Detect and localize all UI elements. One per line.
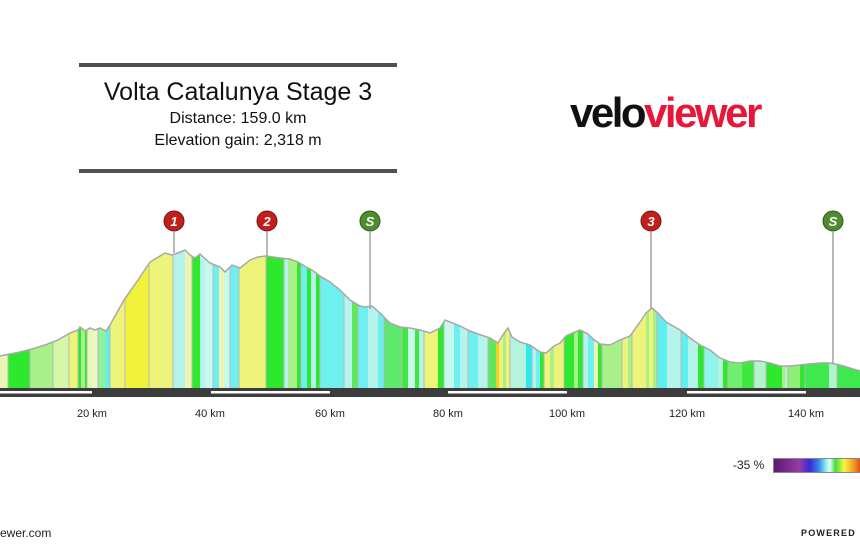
veloviewer-logo: veloviewer bbox=[570, 89, 762, 136]
axis-tick-40: 40 km bbox=[195, 408, 225, 420]
marker-1: 1 bbox=[163, 210, 185, 253]
legend-min-label: -35 % bbox=[733, 458, 765, 472]
distance-label: Distance: 159.0 km bbox=[169, 110, 307, 127]
footer-powered-by: POWERED B bbox=[801, 528, 860, 538]
legend-color-scale bbox=[773, 458, 860, 473]
marker-sprint-2-label: S bbox=[829, 214, 838, 229]
elevation-profile-chart: 1 2 S 3 S bbox=[0, 210, 860, 397]
axis-tick-120: 120 km bbox=[668, 408, 706, 420]
axis-scale-stripes bbox=[0, 391, 806, 394]
marker-1-label: 1 bbox=[170, 214, 177, 229]
axis-tick-140: 140 km bbox=[787, 408, 825, 420]
footer-website[interactable]: ewer.com bbox=[0, 526, 52, 540]
profile-outline bbox=[0, 249, 860, 372]
marker-2-label: 2 bbox=[262, 214, 271, 229]
title-rule-bottom bbox=[79, 169, 397, 173]
axis-tick-100: 100 km bbox=[548, 408, 586, 420]
elevation-gain-label: Elevation gain: 2,318 m bbox=[154, 132, 322, 149]
axis-tick-80: 80 km bbox=[433, 408, 463, 420]
logo-viewer: viewer bbox=[644, 89, 762, 136]
axis-tick-20: 20 km bbox=[77, 408, 107, 420]
distance-axis-bar bbox=[0, 388, 860, 397]
title-rule-top bbox=[79, 63, 397, 67]
axis-tick-60: 60 km bbox=[315, 408, 345, 420]
marker-sprint-1-label: S bbox=[366, 214, 375, 229]
logo-velo: velo bbox=[570, 89, 647, 136]
marker-sprint-2: S bbox=[822, 210, 844, 364]
stage-title: Volta Catalunya Stage 3 bbox=[103, 78, 373, 106]
title-box: Volta Catalunya Stage 3 Distance: 159.0 … bbox=[79, 63, 397, 173]
marker-3-label: 3 bbox=[647, 214, 655, 229]
marker-3: 3 bbox=[640, 210, 662, 309]
marker-sprint-1: S bbox=[359, 210, 381, 309]
marker-2: 2 bbox=[256, 210, 278, 256]
